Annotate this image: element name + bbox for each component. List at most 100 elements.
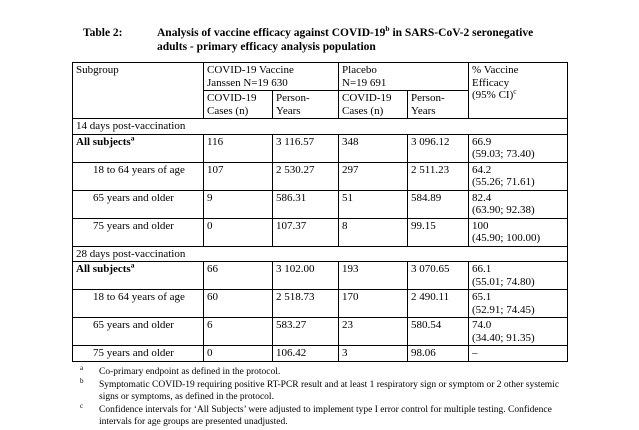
footnote-b: b Symptomatic COVID-19 requiring positiv… [80, 376, 580, 404]
footnote-a: a Co-primary endpoint as defined in the … [80, 364, 580, 379]
efficacy-ci: (55.26; 71.61) [472, 176, 535, 188]
cell-placebo-person-years: 580.54 [407, 317, 470, 346]
table-title: Table 2: Analysis of vaccine efficacy ag… [83, 24, 567, 54]
table-row: All subjectsa 116 3 116.57 348 3 096.12 … [72, 132, 569, 163]
efficacy-ci: (34.40; 91.35) [472, 331, 535, 344]
title-line1-pre: Analysis of vaccine efficacy against COV… [157, 27, 386, 39]
efficacy-value: 64.2 [472, 163, 492, 176]
efficacy-value: 65.1 [472, 291, 492, 303]
efficacy-value: 66.1 [472, 263, 492, 275]
cell-placebo-cases: 193 [338, 261, 409, 290]
cell-placebo-person-years: 99.15 [407, 217, 470, 247]
cell-efficacy: 82.4 (63.90; 92.38) [468, 189, 569, 219]
section-label: 14 days post-vaccination [71, 118, 569, 135]
cell-vaccine-cases: 6 [203, 317, 273, 346]
header-cases-line2: Cases (n) [207, 104, 249, 117]
header-efficacy-line2: Efficacy [472, 76, 510, 89]
header-cases-line1: COVID-19 [207, 92, 257, 104]
cell-placebo-cases: 23 [338, 317, 409, 346]
cell-vaccine-cases: 66 [203, 261, 273, 290]
cell-vaccine-cases: 0 [203, 217, 273, 247]
footnote-text: Confidence intervals for ‘All Subjects’ … [99, 404, 552, 428]
header-py-line1: Person- [276, 92, 310, 104]
cell-placebo-person-years: 98.06 [407, 345, 470, 362]
header-efficacy-line3: (95% CI)c [472, 87, 564, 102]
header-subgroup: Subgroup [72, 62, 204, 119]
header-placebo-group: Placebo N=19 691 [338, 62, 470, 91]
efficacy-ci: (52.91; 74.45) [472, 303, 535, 316]
cell-vaccine-cases: 0 [203, 345, 273, 362]
footnote-marker: b [80, 376, 99, 404]
cell-placebo-person-years: 2 490.11 [407, 289, 470, 318]
cell-placebo-cases: 297 [338, 161, 409, 191]
cell-vaccine-cases: 107 [203, 161, 273, 191]
cell-vaccine-person-years: 106.42 [271, 345, 340, 362]
cell-placebo-person-years: 2 511.23 [407, 161, 470, 191]
subgroup-label: All subjects [76, 135, 131, 148]
table-title-line1: Analysis of vaccine efficacy against COV… [157, 24, 567, 40]
section-row-14-days: 14 days post-vaccination [71, 118, 569, 135]
subgroup-label: All subjects [76, 263, 131, 275]
cell-subgroup: 65 years and older [72, 189, 204, 219]
efficacy-ci: (45.90; 100.00) [472, 232, 541, 244]
cell-vaccine-cases: 60 [203, 289, 273, 318]
table-row: 65 years and older 9 586.31 51 584.89 82… [72, 189, 569, 219]
cell-subgroup: 65 years and older [72, 317, 204, 346]
cell-vaccine-person-years: 586.31 [271, 189, 340, 219]
header-efficacy: % Vaccine Efficacy (95% CI)c [468, 62, 569, 119]
cell-subgroup: All subjectsa [72, 260, 204, 290]
footnote-text: Symptomatic COVID-19 requiring positive … [99, 379, 560, 403]
cell-vaccine-cases: 116 [203, 133, 273, 163]
cell-efficacy: 64.2 (55.26; 71.61) [468, 161, 569, 191]
cell-placebo-person-years: 3 096.12 [407, 133, 470, 163]
header-py-line2: Years [276, 104, 301, 117]
header-py-line1: Person- [411, 92, 445, 104]
cell-efficacy: 100 (45.90; 100.00) [468, 217, 569, 247]
cell-subgroup: All subjectsa [72, 132, 204, 163]
cell-vaccine-person-years: 3 116.57 [271, 133, 340, 163]
cell-subgroup: 75 years and older [72, 217, 204, 247]
table-title-line2: adults - primary efficacy analysis popul… [157, 41, 376, 53]
header-py-line2: Years [411, 104, 436, 117]
title-superscript-b: b [385, 24, 390, 34]
cell-placebo-cases: 8 [338, 217, 409, 247]
table-row: 18 to 64 years of age 107 2 530.27 297 2… [72, 161, 569, 191]
efficacy-value: 66.9 [472, 135, 492, 148]
table-title-label: Table 2: [83, 27, 123, 39]
cell-placebo-cases: 3 [338, 345, 409, 362]
cell-vaccine-person-years: 107.37 [271, 217, 340, 247]
header-vaccine-line2: Janssen N=19 630 [207, 76, 288, 89]
subgroup-superscript-a: a [130, 260, 135, 270]
efficacy-table: Subgroup COVID-19 Vaccine Janssen N=19 6… [71, 62, 569, 362]
section-label: 28 days post-vaccination [71, 245, 569, 262]
table-title-text: Analysis of vaccine efficacy against COV… [157, 24, 567, 54]
efficacy-ci: (63.90; 92.38) [472, 204, 535, 216]
header-row-groups: Subgroup COVID-19 Vaccine Janssen N=19 6… [72, 62, 569, 119]
table-row: All subjectsa 66 3 102.00 193 3 070.65 6… [72, 260, 569, 290]
header-cases-line2: Cases (n) [342, 104, 384, 117]
cell-vaccine-person-years: 3 102.00 [271, 261, 340, 290]
cell-efficacy: 65.1 (52.91; 74.45) [468, 289, 569, 318]
title-line1-post: in SARS-CoV-2 seronegative [389, 27, 534, 39]
table-row: 18 to 64 years of age 60 2 518.73 170 2 … [72, 289, 569, 318]
cell-subgroup: 18 to 64 years of age [72, 289, 204, 318]
header-placebo-cases: COVID-19 Cases (n) [338, 90, 409, 119]
footnote-marker: a [80, 364, 99, 379]
footnote-marker: c [80, 401, 99, 429]
cell-placebo-cases: 170 [338, 289, 409, 318]
footnote-text: Co-primary endpoint as defined in the pr… [99, 367, 281, 377]
footnote-marker-sup: b [80, 376, 84, 385]
header-placebo-line2: N=19 691 [342, 76, 387, 89]
cell-placebo-cases: 51 [338, 189, 409, 219]
header-efficacy-line1: % Vaccine [472, 64, 519, 76]
header-vaccine-line1: COVID-19 Vaccine [207, 64, 294, 76]
cell-vaccine-person-years: 583.27 [271, 317, 340, 346]
cell-placebo-cases: 348 [338, 133, 409, 163]
subgroup-superscript-a: a [130, 132, 135, 142]
footnote-marker-sup: c [80, 401, 84, 410]
efficacy-ci: (55.01; 74.80) [472, 275, 535, 288]
header-vaccine-person-years: Person- Years [271, 90, 340, 119]
efficacy-value: 74.0 [472, 319, 492, 331]
cell-subgroup: 18 to 64 years of age [72, 161, 204, 191]
